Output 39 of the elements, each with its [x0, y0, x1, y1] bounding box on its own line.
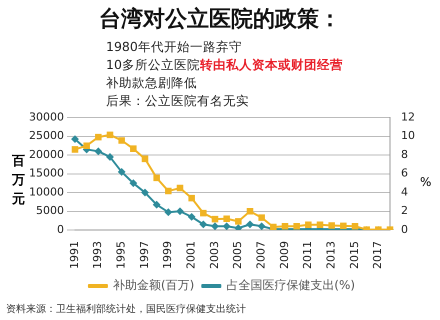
text: 转由私人资本或财团经营 [200, 57, 343, 72]
x-tick-label: 2001 [184, 241, 198, 270]
x-tick-label: 1993 [91, 241, 104, 270]
x-tick-label: 2007 [254, 241, 268, 270]
x-tick-label: 1999 [161, 241, 174, 270]
legend-label: 占全国医疗保健支出(%) [226, 278, 356, 292]
x-tick-label: 1991 [68, 241, 81, 270]
text: 10多所公立医院 [106, 57, 200, 72]
x-tick-label: 2013 [324, 241, 338, 270]
y2-tick-label: 10 [401, 129, 416, 142]
y-tick-label: 5000 [36, 204, 64, 218]
x-tick-label: 2003 [208, 241, 221, 270]
y2-axis-title: % [420, 175, 432, 189]
y-tick-label: 20000 [28, 148, 64, 161]
y2-tick-label: 4 [401, 185, 408, 198]
x-tick-label: 2005 [231, 241, 244, 270]
y-tick-label: 10000 [28, 185, 64, 198]
y2-tick-label: 0 [401, 222, 408, 236]
y-tick-label: 0 [56, 222, 64, 236]
x-tick-label: 2011 [301, 241, 314, 270]
y-tick-label: 15000 [28, 166, 64, 180]
x-tick-label: 2015 [348, 241, 361, 270]
x-tick-label: 1995 [114, 241, 128, 270]
y-tick-label: 25000 [28, 129, 64, 142]
text: 资料来源：卫生福利部统计处，国民医疗保健支出统计 [6, 302, 246, 316]
y-tick-label: 30000 [28, 110, 64, 124]
y2-tick-label: 8 [401, 148, 408, 161]
y2-tick-label: 12 [401, 110, 416, 124]
y2-tick-label: 2 [401, 204, 408, 218]
y2-tick-label: 6 [401, 166, 408, 180]
x-tick-label: 2009 [278, 241, 291, 270]
y-axis-title: 百万元 [12, 153, 26, 209]
x-tick-label: 2017 [371, 241, 384, 270]
chart-title: 台湾对公立医院的政策： [98, 6, 342, 34]
legend-label: 补助金额(百万) [112, 278, 194, 292]
text: 后果：公立医院有名无实 [106, 93, 249, 108]
x-tick-label: 1997 [138, 241, 151, 270]
text: 补助款急剧降低 [106, 75, 197, 90]
text: 1980年代开始一路弃守 [106, 39, 242, 54]
